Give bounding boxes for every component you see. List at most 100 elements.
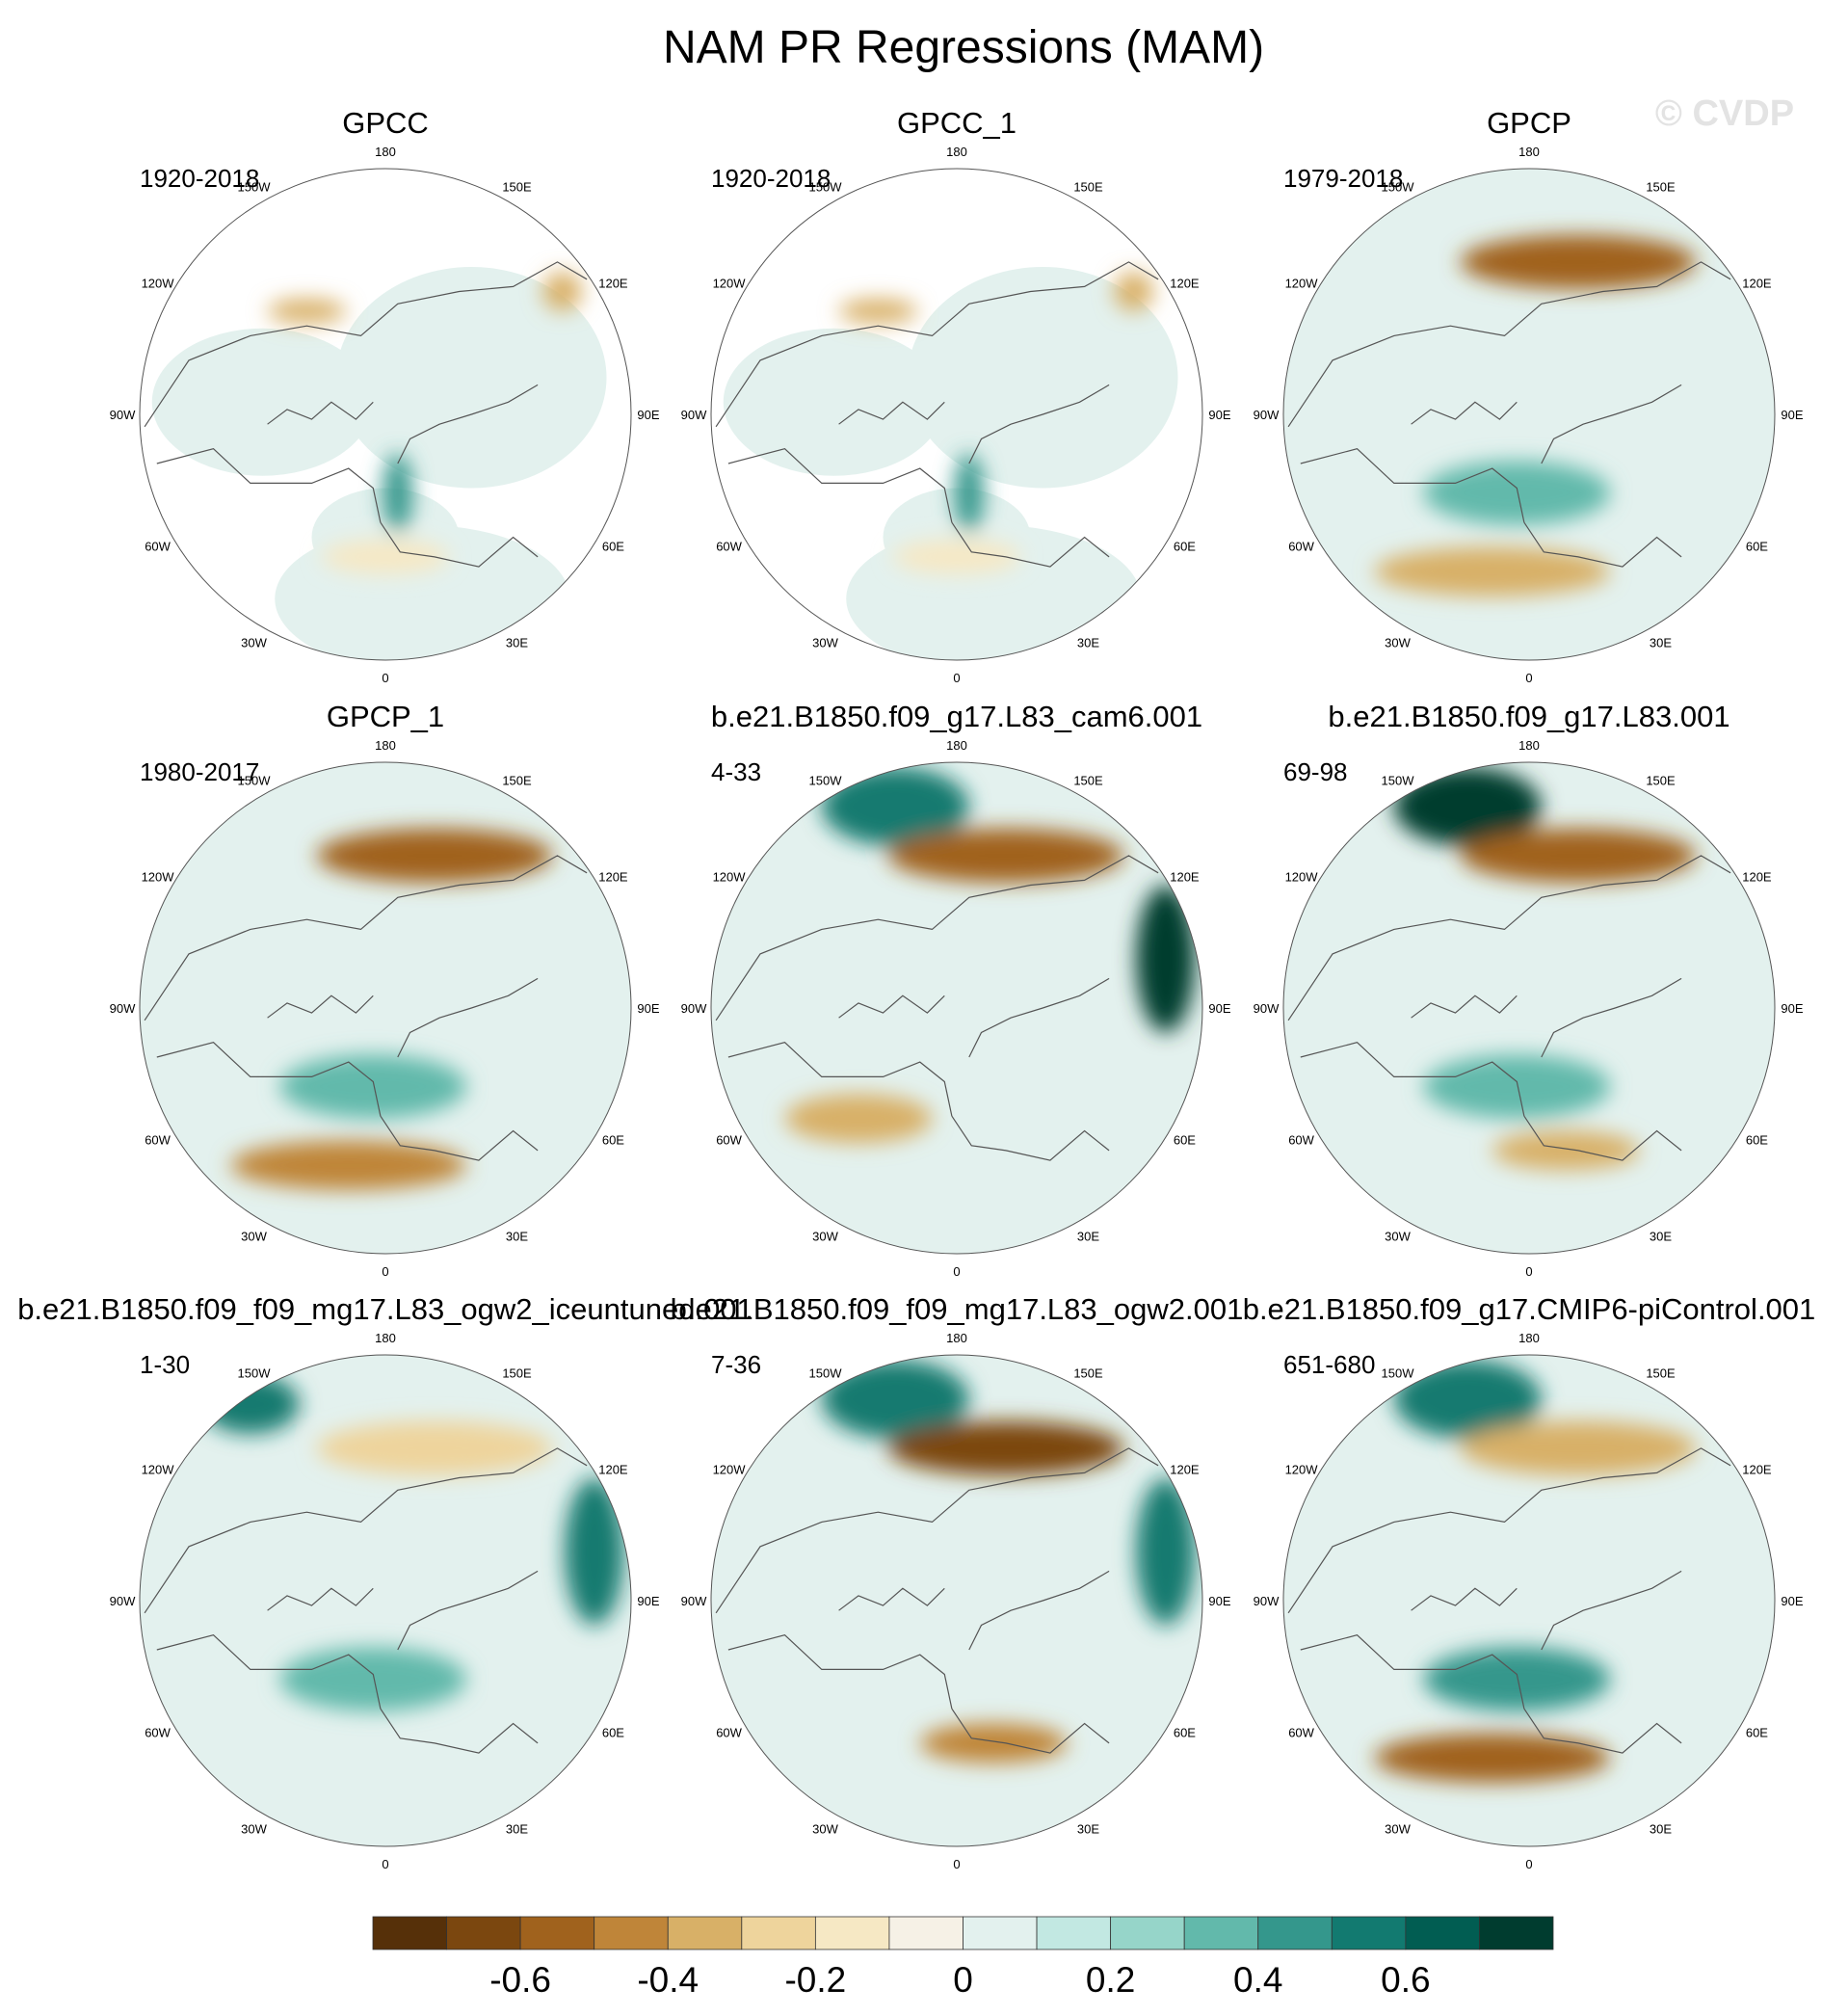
colorbar-swatch — [814, 1916, 890, 1950]
longitude-label: 120W — [142, 1463, 175, 1477]
longitude-label: 120W — [1285, 277, 1319, 291]
map-panel: GPCP 1979-2018 180 150E 120E 90E 60E 30E 0 30W 60W… — [1254, 106, 1804, 685]
coastline — [968, 384, 1110, 464]
map-outline — [139, 1354, 632, 1847]
longitude-label: 90W — [1254, 1594, 1280, 1608]
anomaly-region — [1393, 767, 1542, 846]
coastline — [144, 855, 588, 1021]
longitude-label: 30E — [506, 1821, 528, 1836]
longitude-label: 60W — [145, 1133, 171, 1148]
coastline — [1411, 994, 1518, 1019]
longitude-label: 30W — [1385, 635, 1411, 650]
colorbar-swatch — [1110, 1916, 1185, 1950]
anomaly-region — [1393, 1360, 1542, 1439]
coastline — [715, 261, 1159, 428]
longitude-label: 120W — [713, 277, 747, 291]
coastline — [267, 994, 374, 1019]
anomaly-region — [954, 453, 985, 533]
colorbar-swatch — [1036, 1916, 1112, 1950]
colorbar-tick-label: 0.4 — [1233, 1960, 1282, 2000]
longitude-label: 150W — [809, 1366, 843, 1381]
land-area — [908, 267, 1178, 489]
anomaly-layer — [267, 272, 582, 574]
coastline — [1411, 1587, 1518, 1611]
coastlines — [1287, 1447, 1731, 1754]
longitude-label: 150E — [1646, 774, 1676, 788]
field-layer — [723, 267, 1178, 660]
map-outline — [710, 761, 1203, 1255]
coastline — [1300, 448, 1525, 523]
anomaly-region — [1374, 1733, 1611, 1783]
colorbar-tick-label: 0.6 — [1381, 1960, 1430, 2000]
panel-period: 7-36 — [711, 1350, 761, 1379]
anomaly-region — [838, 299, 918, 324]
coastline — [968, 977, 1110, 1058]
longitude-label: 0 — [1525, 1264, 1532, 1279]
longitude-label: 150E — [502, 180, 532, 195]
panel-period: 69-98 — [1283, 757, 1348, 786]
map-outline — [139, 168, 632, 661]
colorbar-swatch — [519, 1916, 595, 1950]
longitude-label: 180 — [1518, 145, 1540, 159]
longitude-label: 90E — [637, 1594, 659, 1608]
coastline — [144, 261, 588, 428]
anomaly-layer — [784, 767, 1196, 1144]
longitude-label: 120E — [598, 870, 628, 885]
longitude-label: 0 — [953, 1857, 960, 1871]
longitude-label: 0 — [382, 1264, 388, 1279]
longitude-label: 60W — [145, 1726, 171, 1740]
longitude-label: 120E — [1170, 1463, 1200, 1477]
land-area — [336, 267, 607, 489]
longitude-label: 150W — [1382, 774, 1415, 788]
longitude-label: 30W — [241, 1821, 267, 1836]
anomaly-layer — [838, 272, 1153, 574]
colorbar-tick-label: -0.2 — [784, 1960, 846, 2000]
map-background — [1283, 762, 1775, 1254]
longitude-label: 120W — [142, 277, 175, 291]
coastlines — [715, 261, 1159, 568]
coastline — [397, 1570, 539, 1651]
anomaly-layer — [1374, 1360, 1697, 1783]
longitude-label: 120E — [1170, 277, 1200, 291]
coastlines — [144, 1447, 588, 1754]
colorbar-swatch — [594, 1916, 669, 1950]
coastline — [727, 1634, 953, 1710]
colorbar-swatch — [1183, 1916, 1259, 1950]
longitude-label: 30E — [506, 635, 528, 650]
longitude-label: 60E — [602, 1133, 624, 1148]
coastline — [1541, 1570, 1682, 1651]
panel-title: b.e21.B1850.f09_f09_mg17.L83_ogw2_iceunt… — [17, 1292, 753, 1326]
map-panel: b.e21.B1850.f09_g17.L83_cam6.001 4-33 180 1… — [681, 700, 1231, 1279]
longitude-label: 180 — [946, 145, 967, 159]
anomaly-region — [1492, 1130, 1640, 1171]
anomaly-region — [1114, 272, 1153, 311]
panel-period: 1979-2018 — [1283, 164, 1403, 193]
longitude-label: 30E — [1650, 1229, 1672, 1243]
coastlines — [144, 261, 588, 568]
longitude-label: 60W — [1288, 1133, 1314, 1148]
map-background — [1283, 169, 1775, 660]
longitude-label: 60E — [602, 540, 624, 554]
longitude-label: 30W — [241, 635, 267, 650]
colorbar-swatch — [963, 1916, 1038, 1950]
longitude-label: 150W — [1382, 180, 1415, 195]
colorbar-tick-label: -0.4 — [637, 1960, 699, 2000]
map-background — [711, 1355, 1202, 1846]
map-panel: GPCP_1 1980-2017 180 150E 120E 90E 60E 30E 0 30W 6… — [110, 700, 660, 1279]
colorbar-swatch — [372, 1916, 447, 1950]
coastline — [144, 1447, 588, 1614]
colorbar-swatch — [1331, 1916, 1407, 1950]
map-background — [1283, 1355, 1775, 1846]
panel-title: b.e21.B1850.f09_g17.L83.001 — [1328, 700, 1729, 733]
coastline — [838, 401, 945, 425]
longitude-label: 120E — [1742, 1463, 1772, 1477]
longitude-label: 60E — [1174, 540, 1196, 554]
colorbar: -0.6 -0.4 -0.2 0 0.2 0.4 0.6 — [372, 1916, 1554, 2000]
colorbar-swatch — [1405, 1916, 1480, 1950]
longitude-label: 30W — [812, 1229, 838, 1243]
longitude-label: 60W — [1288, 1726, 1314, 1740]
coastlines — [144, 855, 588, 1161]
longitude-label: 30W — [1385, 1229, 1411, 1243]
coastline — [968, 1570, 1110, 1651]
longitude-label: 30W — [812, 635, 838, 650]
